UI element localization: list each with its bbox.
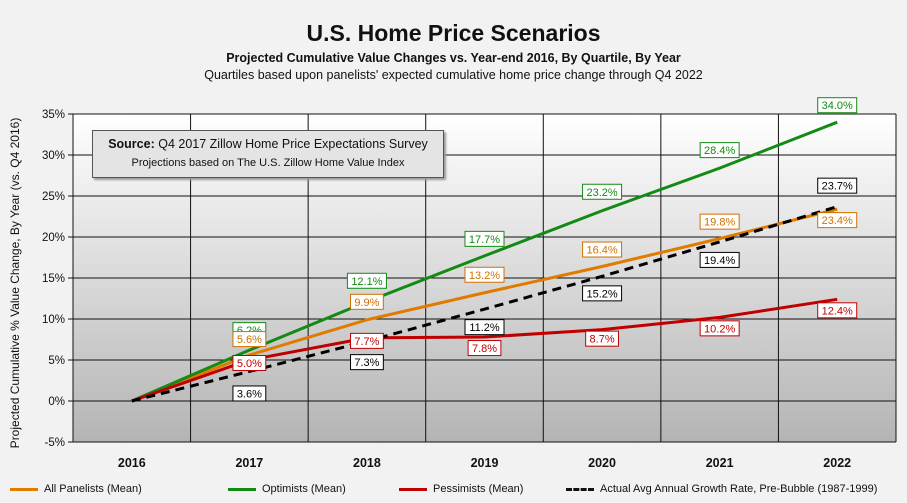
legend-label: Optimists (Mean) — [262, 483, 346, 495]
data-label-box — [582, 241, 623, 258]
data-label-box — [232, 331, 267, 348]
data-label: 34.0% — [822, 100, 853, 112]
data-label: 17.7% — [469, 234, 500, 246]
x-tick-label: 2022 — [823, 456, 851, 470]
source-box: Source: Q4 2017 Zillow Home Price Expect… — [92, 130, 444, 178]
data-label: 28.4% — [704, 145, 735, 157]
series-line-1 — [131, 120, 838, 403]
data-label-box — [699, 142, 740, 159]
data-label-box — [699, 213, 740, 230]
data-label: 23.2% — [586, 187, 617, 199]
y-tick-label: 35% — [42, 109, 65, 121]
data-label-box — [350, 293, 384, 310]
data-label: 15.2% — [586, 288, 617, 300]
y-tick-label: 10% — [42, 314, 65, 326]
x-tick-label: 2021 — [706, 456, 734, 470]
source-title: Source: Q4 2017 Zillow Home Price Expect… — [108, 137, 428, 151]
data-label-box — [350, 354, 384, 371]
data-label: 23.7% — [822, 181, 853, 193]
chart-subtitle-quartiles: Quartiles based upon panelists' expected… — [204, 68, 703, 82]
y-tick-label: 25% — [42, 191, 65, 203]
data-label-box — [699, 251, 740, 268]
y-tick-label: 0% — [48, 396, 65, 408]
y-axis-label: Projected Cumulative % Value Change, By … — [8, 118, 22, 449]
legend-item: Actual Avg Annual Growth Rate, Pre-Bubbl… — [566, 483, 877, 495]
x-tick-label: 2018 — [353, 456, 381, 470]
x-tick-label: 2019 — [471, 456, 499, 470]
y-tick-label: 20% — [42, 232, 65, 244]
data-label: 19.8% — [704, 217, 735, 229]
legend-swatch — [228, 487, 256, 491]
legend-item: Optimists (Mean) — [228, 483, 346, 495]
data-label-box — [699, 320, 740, 337]
data-label-box — [467, 340, 502, 357]
data-label-box — [464, 266, 505, 283]
data-label-box — [350, 332, 384, 349]
data-label: 5.0% — [237, 358, 262, 370]
data-label: 9.9% — [354, 297, 379, 309]
data-label: 8.7% — [590, 334, 615, 346]
data-label-box — [232, 385, 267, 402]
legend-swatch — [566, 487, 594, 491]
data-label-box — [346, 272, 387, 289]
data-label-box — [464, 319, 505, 336]
source-subtitle: Projections based on The U.S. Zillow Hom… — [131, 157, 405, 169]
data-label-box — [817, 97, 858, 114]
data-label: 12.1% — [351, 276, 382, 288]
data-label-box — [464, 230, 505, 247]
data-label: 12.4% — [822, 305, 853, 317]
chart-legend: All Panelists (Mean) Optimists (Mean) Pess… — [0, 483, 907, 501]
data-label-box — [817, 212, 858, 229]
y-tick-label: 15% — [42, 273, 65, 285]
y-tick-label: -5% — [45, 437, 65, 449]
data-label-box — [817, 302, 858, 319]
x-tick-label: 2016 — [118, 456, 146, 470]
data-label-box — [582, 285, 623, 302]
x-tick-label: 2020 — [588, 456, 616, 470]
legend-label: Pessimists (Mean) — [433, 483, 524, 495]
data-label: 23.4% — [822, 215, 853, 227]
data-label: 7.8% — [472, 343, 497, 355]
y-tick-label: 30% — [42, 150, 65, 162]
data-label: 7.7% — [354, 336, 379, 348]
data-label: 16.4% — [586, 245, 617, 257]
series-line-3 — [131, 205, 838, 403]
legend-item: Pessimists (Mean) — [399, 483, 523, 495]
data-label-box — [582, 183, 623, 200]
x-tick-label: 2017 — [235, 456, 263, 470]
data-label: 11.2% — [469, 322, 500, 334]
data-label: 10.2% — [704, 323, 735, 335]
legend-label: All Panelists (Mean) — [44, 483, 142, 495]
data-label-box — [585, 330, 619, 347]
y-tick-label: 5% — [48, 355, 65, 367]
data-label: 5.6% — [237, 334, 262, 346]
chart-subtitle: Projected Cumulative Value Changes vs. Y… — [226, 51, 681, 65]
legend-swatch — [10, 487, 38, 491]
data-label-box — [817, 177, 858, 194]
data-label: 3.6% — [237, 388, 262, 400]
chart-title: U.S. Home Price Scenarios — [306, 20, 601, 46]
data-label: 19.4% — [704, 255, 735, 267]
data-label: 7.3% — [354, 357, 379, 369]
data-label-box — [232, 355, 267, 371]
legend-swatch — [399, 487, 427, 491]
legend-label: Actual Avg Annual Growth Rate, Pre-Bubbl… — [600, 483, 878, 495]
legend-item: All Panelists (Mean) — [10, 483, 142, 495]
data-label: 13.2% — [469, 270, 500, 282]
